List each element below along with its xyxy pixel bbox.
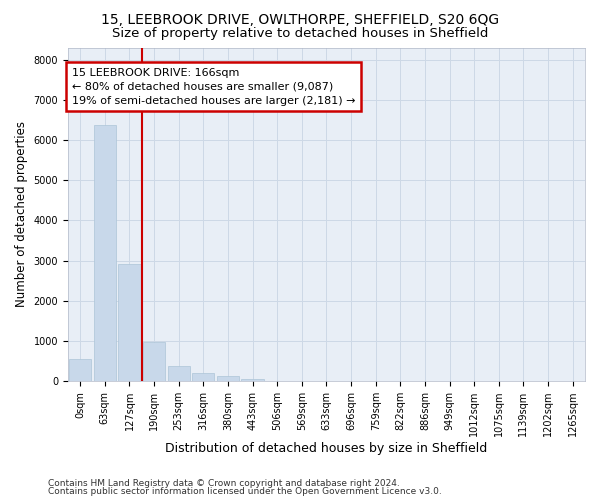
Text: 15 LEEBROOK DRIVE: 166sqm
← 80% of detached houses are smaller (9,087)
19% of se: 15 LEEBROOK DRIVE: 166sqm ← 80% of detac…: [71, 68, 355, 106]
Bar: [167, 366, 190, 381]
Bar: [69, 358, 91, 381]
X-axis label: Distribution of detached houses by size in Sheffield: Distribution of detached houses by size …: [166, 442, 488, 455]
Bar: [217, 376, 239, 381]
Bar: [94, 124, 116, 381]
Bar: [241, 378, 263, 381]
Text: Size of property relative to detached houses in Sheffield: Size of property relative to detached ho…: [112, 28, 488, 40]
Bar: [118, 264, 140, 381]
Text: 15, LEEBROOK DRIVE, OWLTHORPE, SHEFFIELD, S20 6QG: 15, LEEBROOK DRIVE, OWLTHORPE, SHEFFIELD…: [101, 12, 499, 26]
Bar: [143, 342, 165, 381]
Text: Contains public sector information licensed under the Open Government Licence v3: Contains public sector information licen…: [48, 487, 442, 496]
Y-axis label: Number of detached properties: Number of detached properties: [15, 122, 28, 308]
Text: Contains HM Land Registry data © Crown copyright and database right 2024.: Contains HM Land Registry data © Crown c…: [48, 478, 400, 488]
Bar: [192, 374, 214, 381]
